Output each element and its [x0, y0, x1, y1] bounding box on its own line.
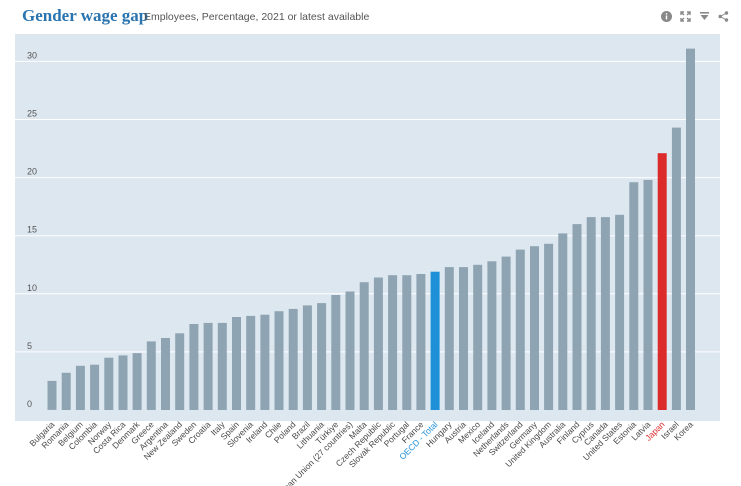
bar-oecd-total[interactable]: [430, 271, 440, 410]
bar-israel[interactable]: [671, 127, 681, 410]
y-axis-ticks: 0 5 10 15 20 25 30: [27, 50, 37, 409]
bar-ireland[interactable]: [260, 314, 270, 410]
bar-germany[interactable]: [530, 246, 539, 410]
bar-norway[interactable]: [104, 357, 114, 410]
bar-estonia[interactable]: [629, 182, 639, 410]
bar-cyprus[interactable]: [586, 217, 596, 410]
y-tick-label: 25: [27, 109, 37, 119]
bar-united-kingdom[interactable]: [544, 243, 554, 410]
bar-malta[interactable]: [359, 282, 369, 410]
y-tick-label: 20: [27, 167, 37, 177]
y-tick-label: 0: [27, 399, 32, 409]
x-axis-labels: BulgariaRomaniaBelgiumColombiaNorwayCost…: [27, 419, 695, 486]
y-tick-label: 10: [27, 283, 37, 293]
bar-slovenia[interactable]: [246, 315, 256, 410]
bars: [47, 48, 695, 411]
bar-lithuania[interactable]: [317, 303, 327, 410]
chart-title: Gender wage gap: [22, 6, 149, 25]
bar-romania[interactable]: [61, 372, 71, 410]
y-tick-label: 15: [27, 225, 37, 235]
bar-slovak-republic[interactable]: [388, 275, 398, 410]
bar-greece[interactable]: [146, 341, 156, 410]
bar-czech-republic[interactable]: [373, 277, 383, 411]
bar-sweden[interactable]: [189, 324, 199, 410]
share-icon[interactable]: [718, 11, 729, 22]
bar-latvia[interactable]: [643, 179, 653, 410]
bar-united-states[interactable]: [615, 214, 625, 410]
bar-denmark[interactable]: [132, 353, 142, 410]
y-tick-label: 30: [27, 50, 37, 60]
bar-australia[interactable]: [558, 233, 568, 410]
bar-t-rkiye[interactable]: [331, 295, 341, 410]
bar-costa-rica[interactable]: [118, 355, 128, 410]
bar-brazil[interactable]: [302, 305, 312, 410]
bar-bulgaria[interactable]: [47, 380, 57, 410]
chart-subtitle: Employees, Percentage, 2021 or latest av…: [144, 11, 370, 23]
expand-icon[interactable]: [680, 11, 691, 22]
bar-chile[interactable]: [274, 311, 284, 410]
bar-portugal[interactable]: [402, 275, 412, 410]
bar-france[interactable]: [416, 274, 426, 410]
bar-belgium[interactable]: [75, 365, 85, 410]
bar-argentina[interactable]: [161, 338, 170, 410]
y-tick-label: 5: [27, 341, 32, 351]
bar-new-zealand[interactable]: [175, 333, 185, 410]
chart-header: Gender wage gap Employees, Percentage, 2…: [0, 0, 741, 34]
bar-austria[interactable]: [459, 267, 468, 410]
chart-toolbar: [661, 11, 729, 22]
bar-colombia[interactable]: [90, 364, 100, 410]
bar-iceland[interactable]: [487, 261, 497, 410]
info-icon[interactable]: [661, 11, 672, 22]
bar-poland[interactable]: [288, 308, 298, 410]
bar-croatia[interactable]: [203, 322, 213, 410]
bar-finland[interactable]: [572, 224, 582, 410]
bar-hungary[interactable]: [444, 267, 454, 410]
bar-korea[interactable]: [686, 48, 695, 410]
bar-switzerland[interactable]: [515, 249, 525, 410]
bar-mexico[interactable]: [473, 264, 483, 411]
bar-japan[interactable]: [657, 153, 667, 410]
bar-european-union-27-countries[interactable]: [345, 291, 355, 411]
bar-netherlands[interactable]: [501, 256, 511, 410]
download-icon[interactable]: [699, 11, 710, 22]
bar-spain[interactable]: [232, 317, 241, 410]
bar-canada[interactable]: [600, 217, 610, 410]
bar-italy[interactable]: [217, 322, 227, 410]
